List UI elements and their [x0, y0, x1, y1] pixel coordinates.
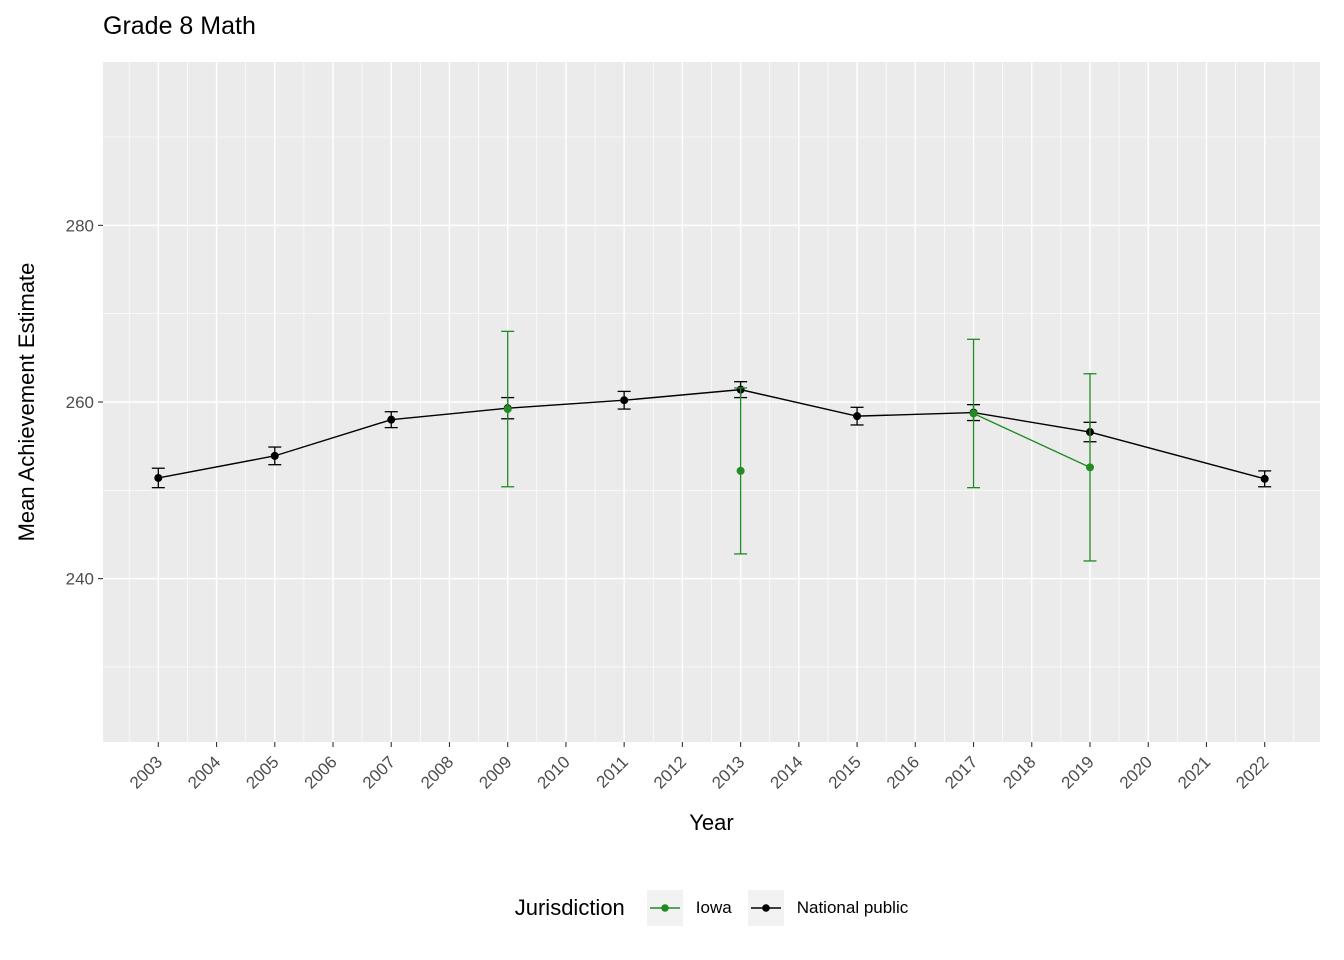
- x-tick-label: 2022: [1232, 752, 1272, 792]
- legend-label-national-public: National public: [796, 898, 909, 917]
- y-tick-label: 260: [66, 393, 94, 412]
- data-point-national-public: [154, 473, 163, 482]
- national-public-line-point-key-icon: [747, 890, 784, 926]
- data-point-iowa: [736, 466, 745, 475]
- trend-line-iowa: [973, 412, 1091, 468]
- legend-key-point: [761, 904, 770, 912]
- x-tick-label: 2015: [825, 752, 865, 792]
- x-tick-label: 2005: [242, 752, 282, 792]
- x-tick-label: 2020: [1116, 752, 1156, 792]
- legend: Jurisdiction Iowa National public: [103, 880, 1320, 936]
- data-point-national-public: [1260, 474, 1269, 483]
- x-tick-label: 2013: [708, 752, 748, 792]
- data-point-iowa: [503, 405, 512, 414]
- data-point-iowa: [969, 409, 978, 418]
- chart-title: Grade 8 Math: [103, 12, 256, 40]
- plot-canvas: 2003 2004 2005 2006 2007 2008 2009 2010 2011 2012…: [66, 62, 1320, 793]
- y-tick-label: 280: [66, 216, 94, 235]
- x-tick-label: 2010: [534, 752, 574, 792]
- x-tick-label: 2016: [883, 752, 923, 792]
- legend-label-iowa: Iowa: [695, 898, 732, 917]
- y-axis-title: Mean Achievement Estimate: [14, 262, 39, 542]
- x-tick-label: 2012: [650, 752, 690, 792]
- x-tick-label: 2018: [999, 752, 1039, 792]
- data-point-iowa: [1085, 463, 1094, 472]
- data-point-national-public: [853, 412, 862, 421]
- x-tick-label: 2009: [475, 752, 515, 792]
- x-tick-label: 2003: [126, 752, 166, 792]
- x-tick-label: 2008: [417, 752, 457, 792]
- x-axis-title: Year: [689, 810, 734, 835]
- x-tick-label: 2004: [184, 752, 224, 792]
- x-tick-label: 2017: [941, 752, 981, 792]
- x-tick-label: 2014: [766, 752, 806, 792]
- legend-title: Jurisdiction: [514, 895, 625, 920]
- data-point-national-public: [270, 451, 279, 460]
- legend-item-national-public: National public: [747, 890, 909, 926]
- x-tick-label: 2019: [1058, 752, 1098, 792]
- x-tick-label: 2011: [593, 752, 632, 791]
- x-tick-label: 2006: [301, 752, 341, 792]
- data-point-national-public: [620, 396, 629, 405]
- iowa-line-point-key-icon: [646, 890, 683, 926]
- legend-item-iowa: Iowa: [646, 890, 732, 926]
- y-tick-label: 240: [66, 570, 94, 589]
- legend-key-point: [660, 904, 669, 912]
- x-tick-label: 2007: [359, 752, 399, 792]
- x-tick-label: 2021: [1174, 752, 1214, 792]
- trend-line-national-public: [158, 388, 1265, 480]
- data-point-national-public: [387, 415, 396, 424]
